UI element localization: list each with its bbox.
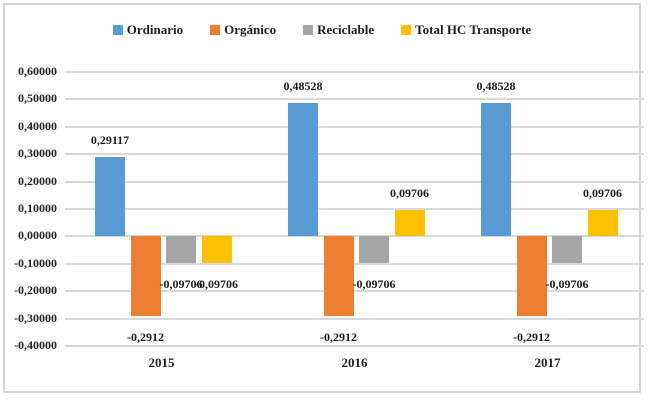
y-axis-tick-label: 0,00000: [18, 228, 57, 243]
data-label: -0,09706: [159, 276, 203, 291]
chart-frame: Ordinario Orgánico Reciclable Total HC Tran…: [3, 3, 644, 393]
y-axis-tick-label: -0,30000: [14, 310, 57, 325]
legend-color-swatch-icon: [401, 25, 412, 35]
legend-label: Total HC Transporte: [415, 22, 532, 37]
legend-item-2: Orgánico: [210, 22, 276, 38]
bar-total-hc-transporte-2015: [201, 236, 232, 263]
bar-orgánico-2015: [130, 236, 161, 317]
x-axis-category-label: 2017: [534, 355, 561, 370]
bar-ordinario-2015: [95, 156, 125, 237]
bar-reciclable-2015: [166, 236, 196, 263]
bar-total-hc-transporte-2016: [394, 209, 425, 237]
gridline: [65, 71, 644, 73]
bar-ordinario-2016: [288, 103, 318, 237]
data-label: 0,48528: [476, 79, 516, 94]
y-axis-tick-label: 0,30000: [18, 146, 57, 161]
y-axis-tick-label: 0,60000: [18, 64, 57, 78]
data-label: 0,48528: [283, 79, 323, 94]
legend-label: Orgánico: [224, 22, 277, 37]
legend-label: Ordinario: [126, 22, 184, 37]
legend-item-3: Reciclable: [303, 22, 374, 38]
gridline: [65, 180, 644, 183]
legend-color-swatch-icon: [210, 25, 221, 35]
gridline: [65, 290, 644, 293]
legend-label: Reciclable: [317, 22, 375, 37]
bar-reciclable-2017: [552, 236, 582, 263]
data-label: -0,2912: [320, 330, 357, 345]
y-axis-tick-label: 0,40000: [18, 118, 57, 133]
gridline: [65, 125, 644, 128]
data-label: -0,09706: [545, 276, 589, 291]
bar-ordinario-2017: [481, 103, 511, 237]
data-label: 0,09706: [583, 185, 622, 200]
legend-item-4: Total HC Transporte: [401, 22, 531, 38]
data-label: 0,29117: [90, 132, 130, 147]
y-axis-tick-label: 0,50000: [18, 91, 57, 106]
gridline: [65, 98, 644, 101]
x-axis-category-label: 2015: [148, 355, 175, 370]
data-label: -0,09706: [195, 276, 238, 291]
y-axis-tick-label: -0,10000: [14, 255, 57, 270]
gridline: [65, 208, 644, 210]
legend-color-swatch-icon: [112, 25, 123, 35]
legend-item-1: Ordinario: [112, 22, 184, 38]
data-label: -0,09706: [352, 276, 396, 291]
gridline: [65, 153, 644, 156]
legend-color-swatch-icon: [303, 25, 314, 35]
y-axis-tick-label: -0,40000: [14, 338, 57, 352]
y-axis-tick-label: 0,10000: [18, 201, 57, 215]
y-axis-tick-label: -0,20000: [14, 283, 57, 298]
gridline: [65, 262, 644, 265]
data-label: 0,09706: [390, 185, 429, 200]
gridline: [65, 345, 644, 347]
data-label: -0,2912: [127, 330, 164, 345]
gridline: [65, 235, 644, 238]
y-axis-tick-label: 0,20000: [18, 173, 57, 188]
bar-orgánico-2017: [516, 236, 547, 317]
bar-orgánico-2016: [323, 236, 354, 317]
gridline: [65, 317, 644, 320]
bar-reciclable-2016: [359, 236, 389, 263]
legend: Ordinario Orgánico Reciclable Total HC Tran…: [5, 22, 639, 38]
bar-total-hc-transporte-2017: [587, 209, 618, 237]
data-label: -0,2912: [513, 330, 550, 345]
x-axis-category-label: 2016: [341, 355, 368, 370]
